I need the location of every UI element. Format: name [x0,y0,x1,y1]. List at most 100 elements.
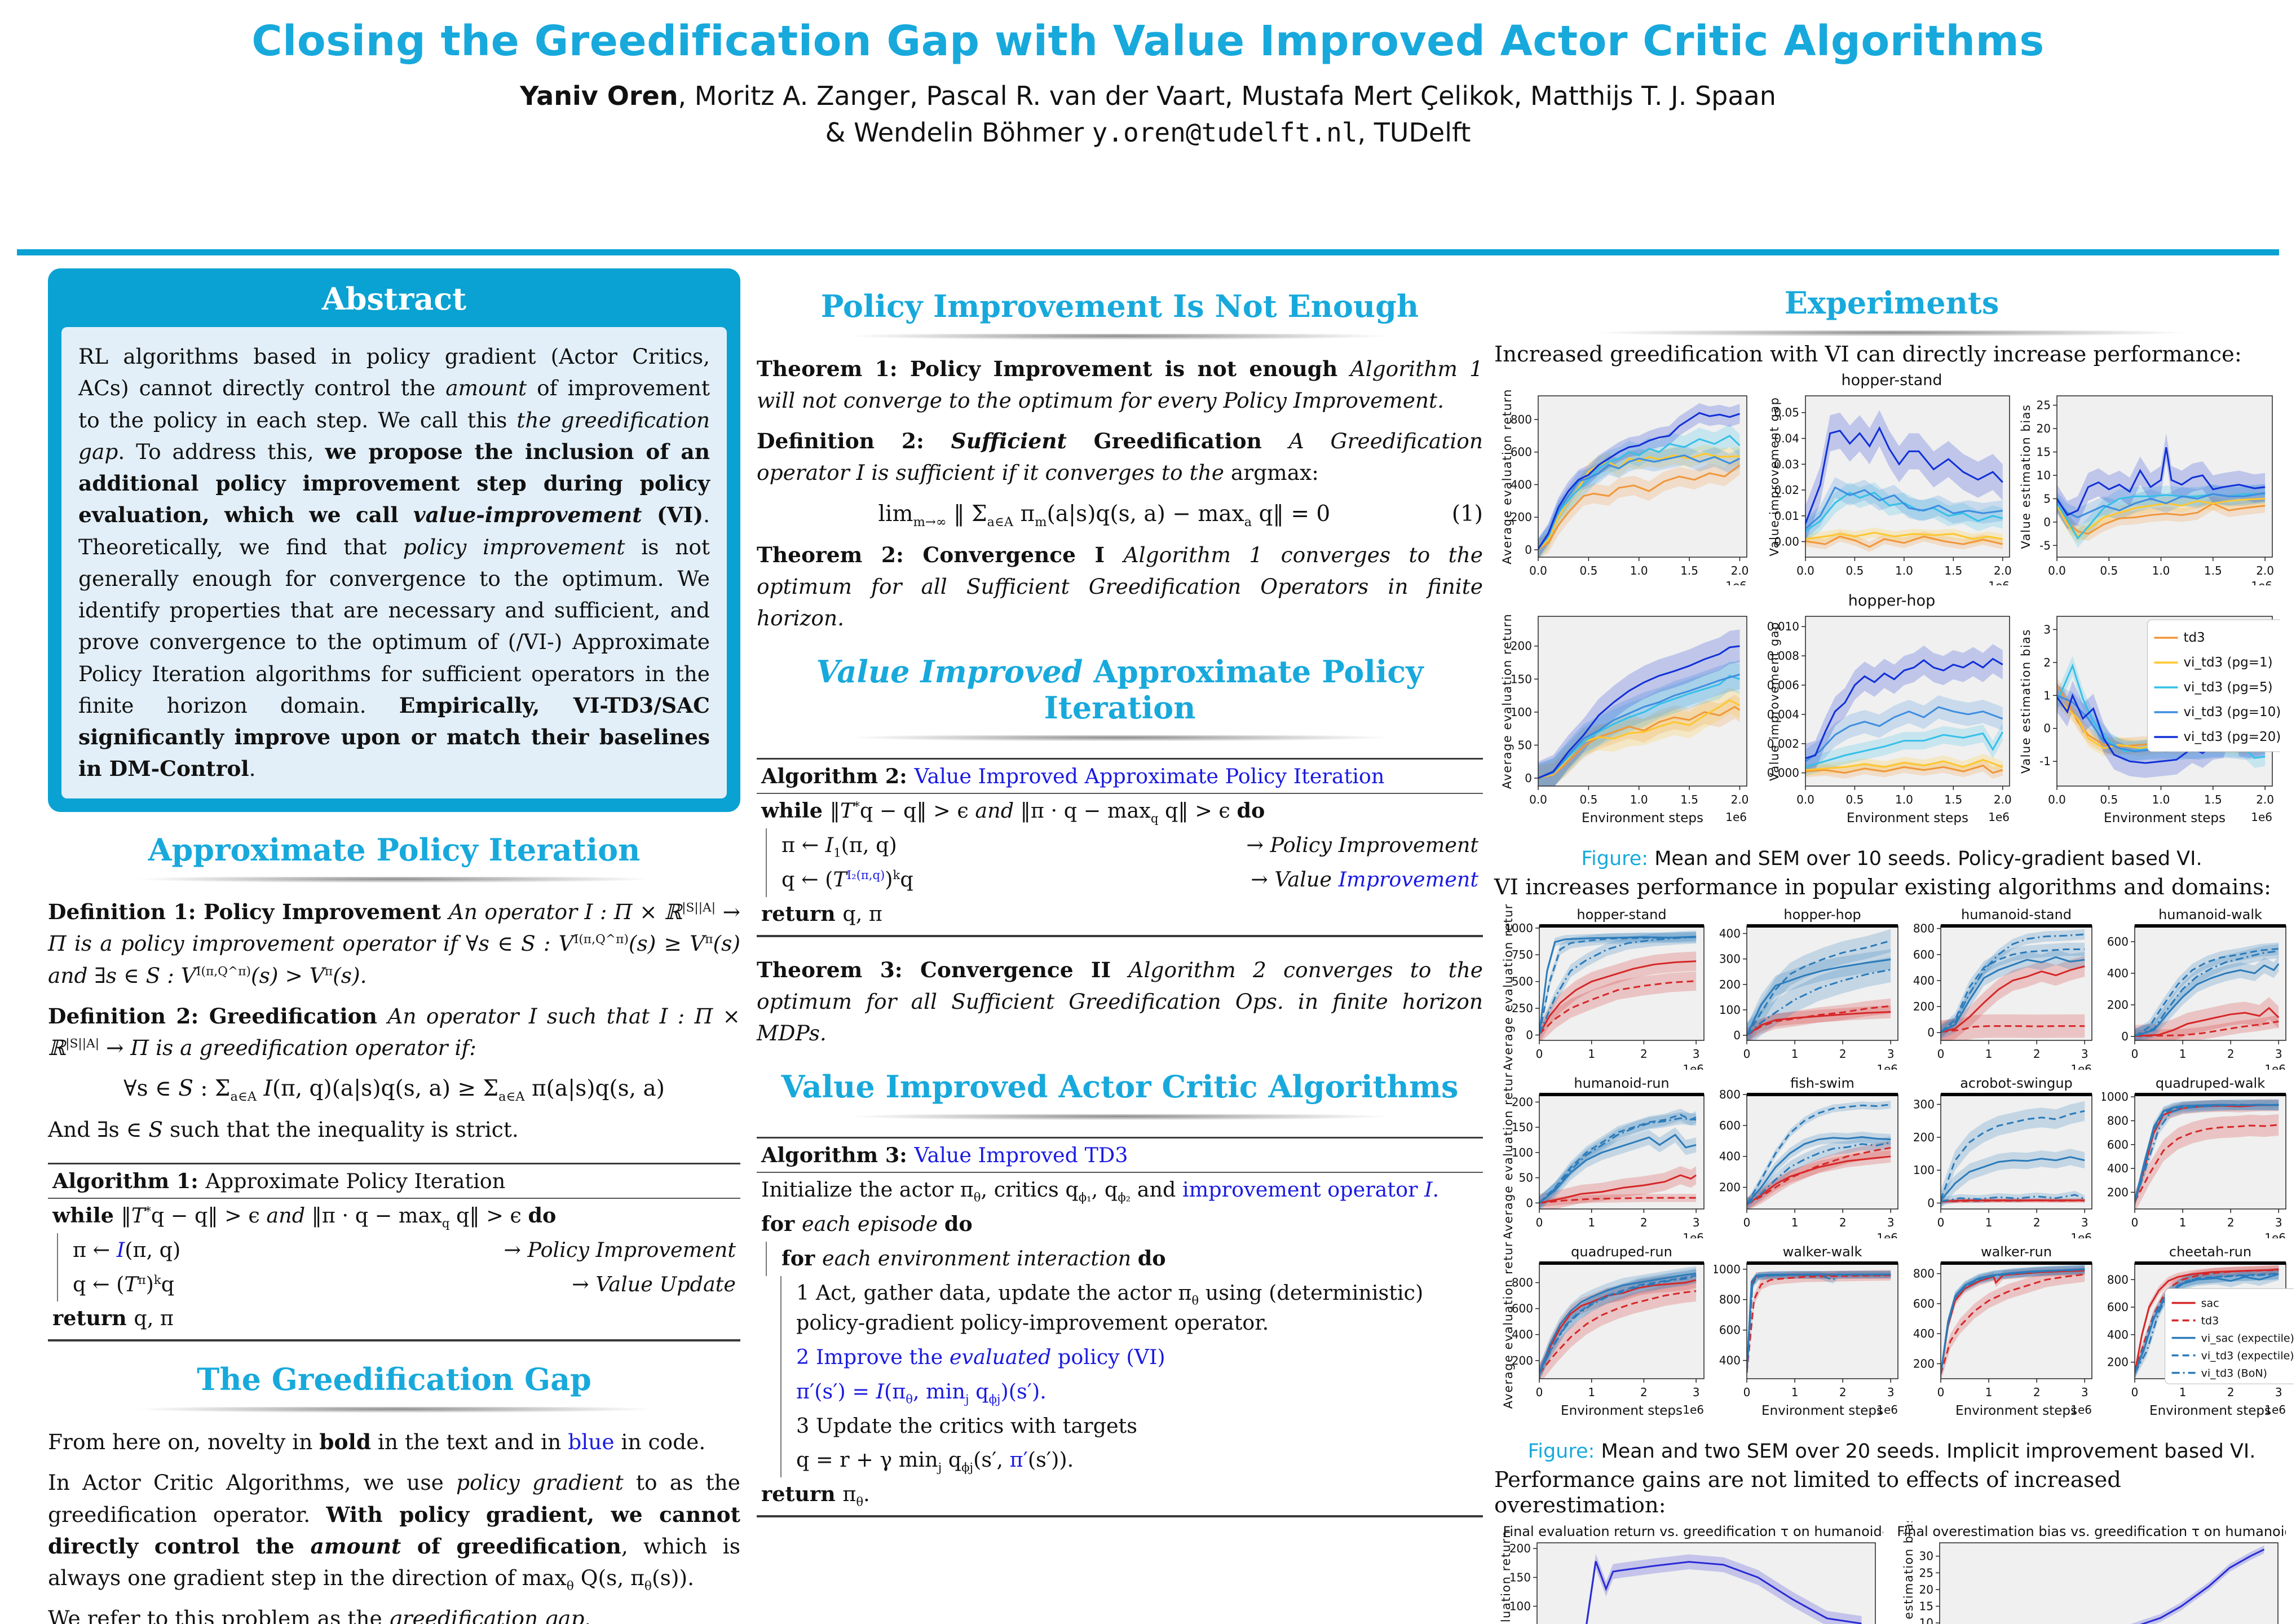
svg-text:0.5: 0.5 [1845,564,1864,577]
section-heading-pine: Policy Improvement Is Not Enough [820,288,1419,324]
svg-text:td3: td3 [2201,1314,2219,1327]
chart-f2-fish-swim: 0 1 2 3 200 400 600 800 1e6 fish-swim [1714,1072,1906,1245]
svg-text:0.5: 0.5 [2100,793,2118,806]
fig3-row: 0.50.60.70.80.9050100150200τFinal evalua… [1494,1516,2296,1624]
fig2-row2: 0 1 2 3 0 50 100 150 200 1e6 Average evaluation re… [1494,1063,2289,1245]
svg-text:200: 200 [1719,1180,1741,1194]
svg-text:1: 1 [2179,1385,2187,1399]
svg-text:2: 2 [2227,1216,2235,1229]
svg-text:2: 2 [2033,1047,2041,1061]
svg-text:1.0: 1.0 [1630,564,1648,577]
chart-hopper-hop-return: 0.0 0.5 1.0 1.5 2.0 0 50 100 150 200 1e6 Environmen… [1494,610,1755,842]
svg-text:1e6: 1e6 [1683,1403,1704,1416]
definition-2-note: And ∃s ∈ S such that the inequality is s… [48,1117,519,1142]
svg-text:1e6: 1e6 [2070,1231,2092,1238]
svg-text:Average evaluation return: Average evaluation return [1502,1072,1515,1238]
svg-text:1: 1 [1588,1385,1595,1399]
svg-text:1.5: 1.5 [1680,793,1698,806]
equation-1-number: (1) [1451,501,1483,527]
algorithm-line: π′(s′) = I(πθ, minj qϕj)(s′). [780,1374,1483,1409]
section-divider [757,1114,1483,1120]
algorithm-line: for each environment interaction do [766,1241,1483,1276]
svg-text:1e6: 1e6 [1988,579,2010,585]
svg-text:200: 200 [1913,1357,1935,1370]
theorem-1: Theorem 1: Policy Improvement is not eno… [757,356,1483,413]
algorithm-2-box: Algorithm 2: Value Improved Approximate … [757,757,1483,937]
chart-final-bias-vs-tau: 0.50.60.70.80.9051015202530τFinal value … [1897,1516,2296,1624]
svg-text:1e6: 1e6 [1988,810,2010,824]
fig2-row3: 0 1 2 3 200 400 600 800 1e6 Environment steps Aver… [1494,1233,2296,1435]
equation-1: limm→∞ ‖ Σa∈A πm(a|s)q(s, a) − maxa q‖ =… [757,501,1483,529]
svg-text:2: 2 [2033,1216,2041,1229]
svg-text:Environment steps: Environment steps [2104,811,2226,826]
svg-text:1e6: 1e6 [2251,579,2272,585]
svg-text:2: 2 [2227,1385,2235,1399]
svg-text:50: 50 [1519,1171,1533,1184]
svg-text:400: 400 [1719,1149,1741,1163]
definition-2-sufficient: Definition 2: Sufficient Greedification … [757,429,1483,486]
svg-text:5: 5 [2043,492,2051,505]
chart-final-return-vs-tau: 0.50.60.70.80.9050100150200τFinal evalua… [1494,1521,1910,1624]
chart-hopper-stand-gap: 0.0 0.5 1.0 1.5 2.0 0.00 0.01 0.02 0.03 0.04 0.05 1… [1757,389,2017,593]
svg-text:0.00: 0.00 [1774,535,1799,548]
definition-2-left: Definition 2: Greedification An operator… [48,1003,740,1061]
equation-1-body: limm→∞ ‖ Σa∈A πm(a|s)q(s, a) − maxa q‖ =… [878,501,1331,529]
svg-text:500: 500 [1512,974,1533,988]
svg-text:Final evaluation return vs. gr: Final evaluation return vs. greedificati… [1503,1524,1883,1539]
svg-text:1.5: 1.5 [1944,793,1962,806]
svg-text:Value estimation bias: Value estimation bias [2020,404,2033,549]
svg-text:0: 0 [2121,1030,2129,1043]
svg-text:Value improvement gap: Value improvement gap [1768,621,1781,781]
algorithm-line: π ← I(π, q) → Policy Improvement [57,1233,740,1268]
svg-text:1e6: 1e6 [2264,1231,2286,1238]
svg-text:30: 30 [1919,1549,1933,1563]
svg-text:100: 100 [1719,1003,1741,1017]
experiments-intro-3: Performance gains are not limited to eff… [1494,1467,2121,1518]
svg-text:0: 0 [1536,1216,1543,1229]
svg-text:quadruped-run: quadruped-run [1571,1244,1672,1260]
svg-text:0: 0 [1927,1026,1935,1039]
svg-text:0.0: 0.0 [1529,564,1547,577]
svg-text:1: 1 [2179,1216,2187,1229]
svg-text:0: 0 [2131,1047,2139,1061]
svg-text:10: 10 [1919,1616,1933,1624]
svg-text:1: 1 [2043,689,2051,702]
svg-text:600: 600 [1511,445,1532,458]
svg-text:300: 300 [1913,1097,1935,1111]
svg-text:0.002: 0.002 [1767,737,1799,751]
svg-text:3: 3 [2275,1047,2282,1061]
svg-text:vi_td3 (pg=20): vi_td3 (pg=20) [2183,730,2280,744]
svg-text:1e6: 1e6 [1725,579,1747,585]
svg-text:0.5: 0.5 [1579,564,1597,577]
svg-text:vi_td3 (pg=5): vi_td3 (pg=5) [2183,680,2272,695]
svg-text:1.0: 1.0 [1630,793,1648,806]
svg-text:1.5: 1.5 [1680,564,1698,577]
svg-text:200: 200 [2107,998,2129,1012]
svg-text:0: 0 [1743,1047,1751,1061]
svg-text:1.0: 1.0 [2152,564,2170,577]
algorithm-line: 1 Act, gather data, update the actor πθ … [780,1276,1483,1340]
svg-text:0.010: 0.010 [1767,620,1799,633]
svg-text:0: 0 [1927,1196,1935,1210]
gap-paragraph-1: From here on, novelty in bold in the tex… [48,1429,706,1455]
algorithm-line: q ← (TI₂(π,q))kq → Value Improvement [766,862,1483,897]
svg-text:2: 2 [1839,1385,1847,1399]
section-divider [757,735,1483,741]
svg-text:Average evaluation return: Average evaluation return [1500,613,1514,789]
svg-text:0.0: 0.0 [1529,793,1547,806]
svg-text:td3: td3 [2183,630,2205,645]
svg-text:2: 2 [1839,1216,1847,1229]
algorithm-line: return q, π [761,901,882,926]
svg-text:vi_td3 (pg=1): vi_td3 (pg=1) [2183,655,2272,670]
svg-text:600: 600 [2107,1138,2129,1151]
svg-text:20: 20 [2037,422,2051,435]
svg-text:3: 3 [1693,1216,1700,1229]
svg-text:0.0: 0.0 [1796,793,1814,806]
svg-text:0: 0 [2043,515,2051,529]
svg-text:1.5: 1.5 [2204,564,2222,577]
svg-text:0: 0 [1525,543,1532,557]
algorithm-line: return q, π [52,1306,174,1331]
svg-text:150: 150 [1512,1120,1533,1134]
gap-paragraph-2: In Actor Critic Algorithms, we use polic… [48,1470,740,1594]
